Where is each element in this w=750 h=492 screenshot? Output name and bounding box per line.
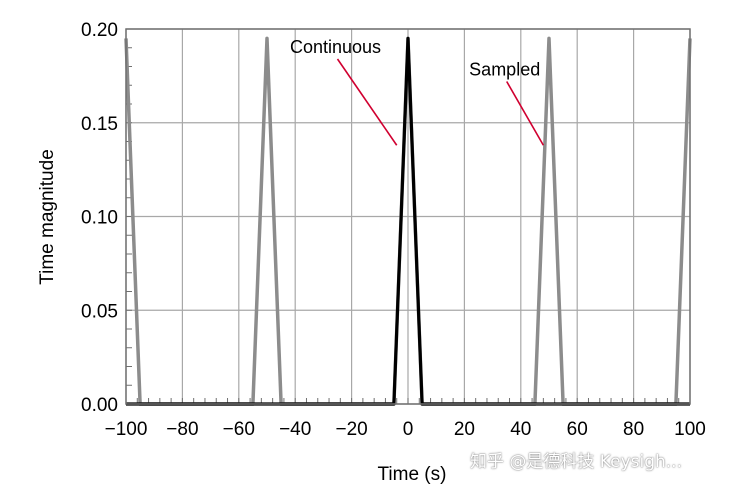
watermark: 知乎 @是德科技 Keysigh...	[470, 452, 682, 472]
x-tick-label: −40	[279, 419, 311, 440]
annotation-leader-continuous	[336, 58, 398, 146]
x-tick-label: 80	[623, 419, 644, 440]
y-tick-labels: 0.00 0.05 0.10 0.15 0.20	[81, 20, 118, 416]
x-tick-label: 100	[674, 419, 706, 440]
x-axis-label: Time (s)	[378, 464, 447, 485]
y-axis-label: Time magnitude	[37, 149, 58, 285]
x-tick-label: −100	[105, 419, 148, 440]
y-tick-label: 0.20	[81, 20, 118, 41]
annotation-sampled: Sampled	[469, 60, 540, 80]
x-tick-label: −20	[335, 419, 367, 440]
x-tick-label: 40	[510, 419, 531, 440]
x-tick-label: −80	[166, 419, 198, 440]
plot-frame	[125, 28, 691, 405]
y-tick-label: 0.00	[81, 395, 118, 416]
x-tick-label: 0	[403, 419, 414, 440]
annotation-continuous: Continuous	[290, 37, 381, 57]
x-tick-label: 60	[567, 419, 588, 440]
y-tick-label: 0.10	[81, 208, 118, 229]
x-tick-label: −60	[223, 419, 255, 440]
x-tick-labels: −100 −80 −60 −40 −20 0 20 40 60 80 100	[105, 419, 706, 440]
y-tick-label: 0.15	[81, 114, 118, 135]
annotations: Continuous Sampled	[290, 37, 545, 146]
y-tick-label: 0.05	[81, 301, 118, 322]
x-tick-label: 20	[454, 419, 475, 440]
annotation-leader-sampled	[506, 81, 545, 146]
grid	[125, 28, 691, 405]
